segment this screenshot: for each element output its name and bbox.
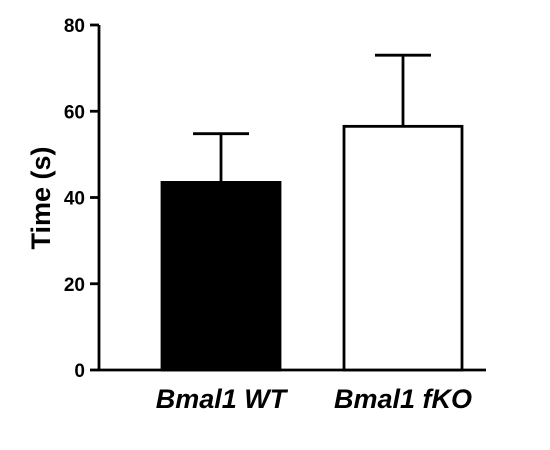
y-tick-label: 40 <box>64 189 85 210</box>
y-tick-label: 80 <box>64 16 85 37</box>
y-tick-label: 0 <box>74 361 85 382</box>
bar-wt <box>160 181 282 372</box>
x-tick-label: Bmal1 fKO <box>334 384 472 414</box>
y-tick-label: 20 <box>64 275 85 296</box>
x-tick-labels: Bmal1 WT Bmal1 fKO <box>156 384 472 414</box>
bar-fko <box>342 124 464 372</box>
y-ticks: 0 20 40 60 80 <box>64 16 99 382</box>
bars <box>160 124 464 372</box>
y-tick-label: 60 <box>64 102 85 123</box>
x-tick-label: Bmal1 WT <box>156 384 289 414</box>
y-axis-title: Time (s) <box>26 146 56 249</box>
error-bars <box>193 53 431 183</box>
